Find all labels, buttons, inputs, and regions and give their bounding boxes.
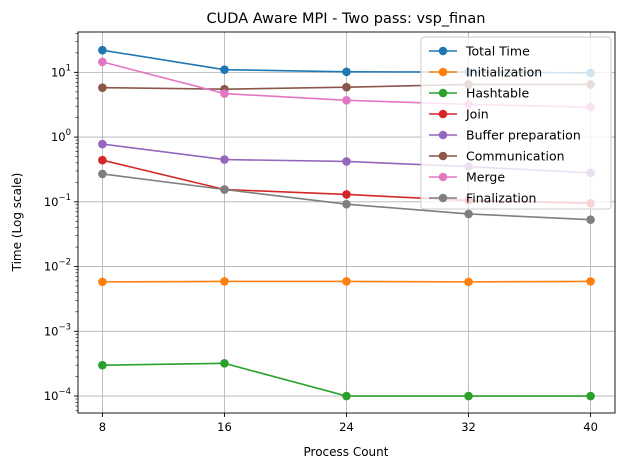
y-tick-label: 10−1 xyxy=(44,193,71,209)
data-point xyxy=(342,96,351,105)
data-point xyxy=(98,83,107,92)
legend-marker xyxy=(438,151,448,161)
legend-label: Finalization xyxy=(466,191,536,206)
data-point xyxy=(220,89,229,98)
y-axis-label: Time (Log scale) xyxy=(10,173,24,273)
y-tick-base: 10 xyxy=(51,130,66,144)
data-point xyxy=(342,82,351,92)
legend: Total Time Initialization Hashtable Join Buf… xyxy=(420,36,612,210)
data-point xyxy=(342,67,351,77)
series-hashtable xyxy=(98,359,595,401)
chart-title: CUDA Aware MPI - Two pass: vsp_finan xyxy=(207,11,486,27)
y-tick-label: 100 xyxy=(51,128,71,144)
data-point xyxy=(98,45,107,55)
x-tick-label: 24 xyxy=(339,420,354,434)
x-tick-label: 32 xyxy=(461,420,476,434)
legend-label: Total Time xyxy=(465,44,530,59)
data-point xyxy=(464,209,473,219)
y-tick-base: 10 xyxy=(44,260,59,274)
legend-label: Join xyxy=(465,107,489,122)
legend-item: Hashtable xyxy=(429,86,529,101)
y-tick-exponent: −3 xyxy=(58,322,71,332)
legend-item: Communication xyxy=(429,149,565,164)
data-point xyxy=(342,391,351,401)
legend-marker xyxy=(438,67,448,77)
data-point xyxy=(586,277,595,286)
legend-marker xyxy=(438,130,448,140)
series-initialization xyxy=(98,277,595,287)
data-point xyxy=(464,391,473,401)
data-point xyxy=(220,277,229,286)
y-tick-label: 10−4 xyxy=(44,387,71,403)
y-tick-exponent: 1 xyxy=(66,63,71,73)
data-point xyxy=(98,57,107,67)
data-point xyxy=(98,360,107,370)
data-point xyxy=(342,157,351,166)
x-tick-label: 8 xyxy=(99,420,106,434)
legend-item: Initialization xyxy=(429,65,542,80)
data-point xyxy=(464,277,473,287)
y-tick-label: 10−3 xyxy=(44,322,71,338)
data-point xyxy=(342,199,351,209)
y-tick-label: 101 xyxy=(51,63,71,79)
legend-box xyxy=(420,36,612,210)
data-point xyxy=(342,277,351,286)
legend-label: Hashtable xyxy=(466,86,529,101)
legend-item: Buffer preparation xyxy=(429,128,581,143)
y-tick-exponent: 0 xyxy=(66,128,71,138)
legend-label: Communication xyxy=(466,149,565,164)
y-tick-exponent: −4 xyxy=(58,387,71,397)
data-point xyxy=(98,169,107,179)
data-point xyxy=(98,139,107,149)
data-point xyxy=(586,215,595,224)
legend-label: Merge xyxy=(466,170,505,185)
data-point xyxy=(98,155,107,165)
legend-marker xyxy=(438,193,448,203)
series-finalization xyxy=(98,169,595,224)
legend-marker xyxy=(438,109,448,119)
legend-item: Finalization xyxy=(429,191,536,206)
legend-label: Initialization xyxy=(466,65,542,80)
legend-label: Buffer preparation xyxy=(466,128,581,143)
y-tick-exponent: −2 xyxy=(58,258,71,268)
y-tick-base: 10 xyxy=(44,195,59,209)
x-axis-label: Process Count xyxy=(304,445,389,459)
y-tick-base: 10 xyxy=(44,389,59,403)
data-point xyxy=(98,277,107,287)
legend-item: Join xyxy=(429,107,489,122)
data-point xyxy=(220,155,229,164)
data-point xyxy=(220,359,229,368)
legend-marker xyxy=(438,172,448,182)
legend-marker xyxy=(438,46,448,56)
legend-item: Total Time xyxy=(429,44,530,59)
legend-item: Merge xyxy=(429,170,505,185)
data-point xyxy=(220,65,229,74)
y-tick-exponent: −1 xyxy=(58,193,71,203)
data-point xyxy=(586,391,595,401)
x-tick-label: 16 xyxy=(217,420,232,434)
y-tick-label: 10−2 xyxy=(44,258,71,274)
x-axis-ticks: 8 16 24 32 40 xyxy=(99,413,598,434)
y-tick-base: 10 xyxy=(44,324,59,338)
legend-marker xyxy=(438,88,448,98)
data-point xyxy=(220,185,229,194)
data-point xyxy=(342,190,351,199)
y-tick-base: 10 xyxy=(51,65,66,79)
x-tick-label: 40 xyxy=(583,420,598,434)
